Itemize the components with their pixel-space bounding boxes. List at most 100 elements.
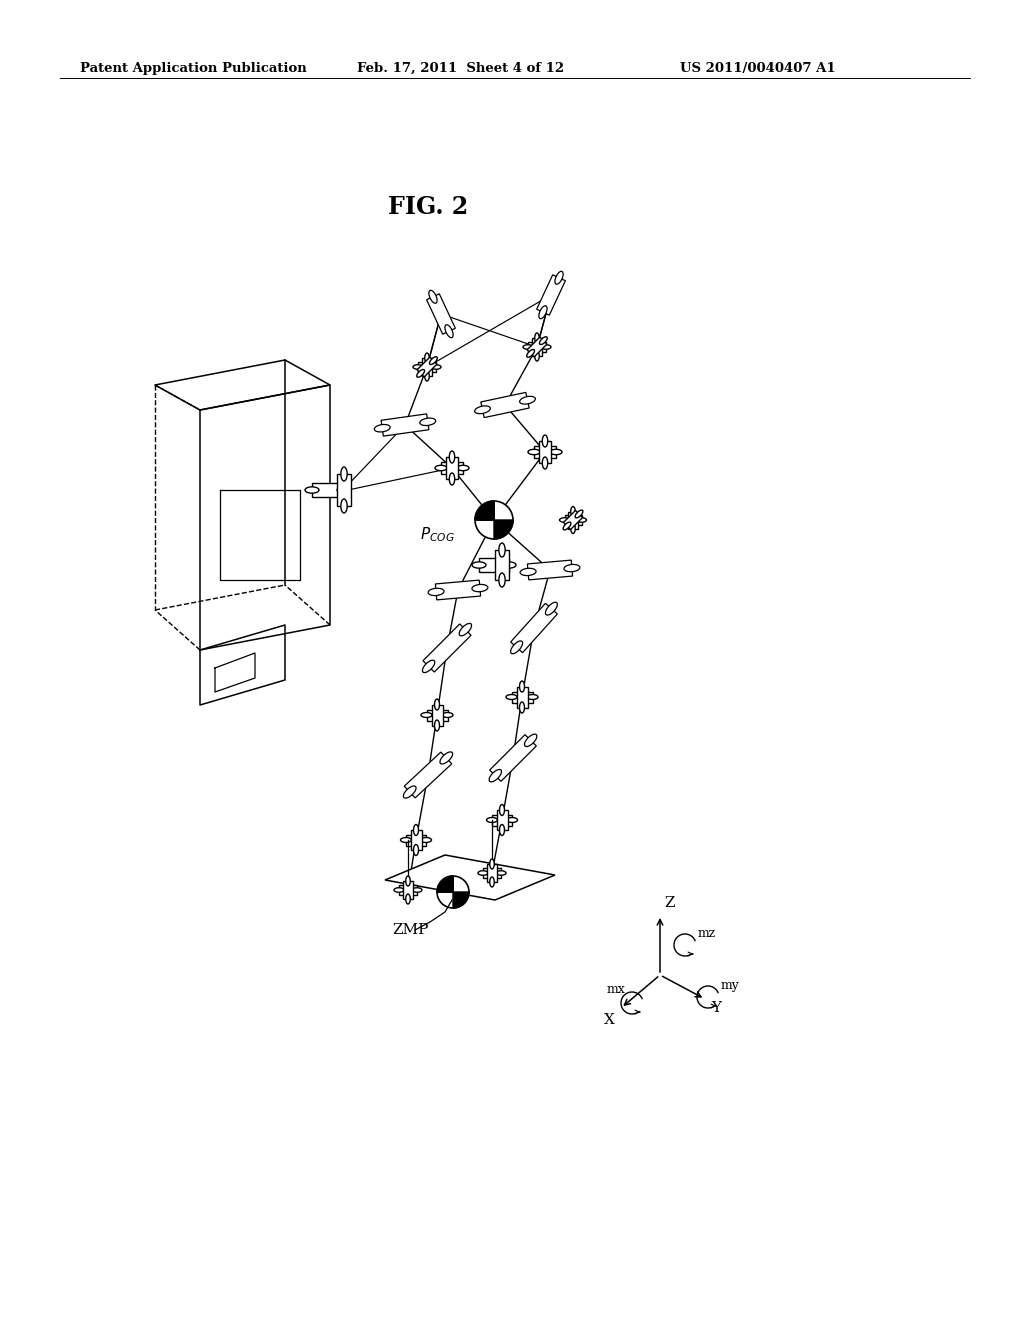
Text: mz: mz xyxy=(698,927,716,940)
Ellipse shape xyxy=(375,425,390,432)
Polygon shape xyxy=(487,865,497,882)
Ellipse shape xyxy=(425,371,429,381)
Ellipse shape xyxy=(341,499,347,513)
Ellipse shape xyxy=(543,436,548,447)
Ellipse shape xyxy=(540,337,547,345)
Ellipse shape xyxy=(450,451,455,463)
Ellipse shape xyxy=(337,487,351,494)
Polygon shape xyxy=(399,884,417,895)
Polygon shape xyxy=(381,414,429,436)
Polygon shape xyxy=(423,624,471,672)
Ellipse shape xyxy=(341,467,347,480)
Ellipse shape xyxy=(440,752,453,764)
Ellipse shape xyxy=(550,449,562,454)
Polygon shape xyxy=(537,275,565,315)
Ellipse shape xyxy=(489,859,495,869)
Text: mx: mx xyxy=(607,983,626,997)
Text: $\mathit{P}_{COG}$: $\mathit{P}_{COG}$ xyxy=(420,525,455,544)
Ellipse shape xyxy=(500,825,505,836)
Ellipse shape xyxy=(421,713,432,718)
Ellipse shape xyxy=(423,660,435,673)
Polygon shape xyxy=(563,511,583,529)
Polygon shape xyxy=(337,474,351,506)
Polygon shape xyxy=(527,560,572,579)
Polygon shape xyxy=(489,735,537,781)
Ellipse shape xyxy=(506,694,517,700)
Ellipse shape xyxy=(475,405,490,413)
Polygon shape xyxy=(427,710,447,721)
Ellipse shape xyxy=(414,845,419,855)
Ellipse shape xyxy=(420,418,436,425)
Polygon shape xyxy=(483,869,501,878)
Ellipse shape xyxy=(472,562,486,568)
Ellipse shape xyxy=(546,602,557,615)
Ellipse shape xyxy=(539,306,547,318)
Polygon shape xyxy=(481,392,529,417)
Ellipse shape xyxy=(457,465,469,471)
Polygon shape xyxy=(495,550,509,579)
Ellipse shape xyxy=(507,817,517,822)
Polygon shape xyxy=(516,686,527,708)
Circle shape xyxy=(437,876,469,908)
Ellipse shape xyxy=(519,681,524,692)
Ellipse shape xyxy=(535,351,540,360)
Polygon shape xyxy=(497,810,508,830)
Polygon shape xyxy=(403,880,413,899)
Polygon shape xyxy=(512,692,532,702)
Ellipse shape xyxy=(425,352,429,363)
Ellipse shape xyxy=(489,876,495,887)
Ellipse shape xyxy=(570,507,575,516)
Polygon shape xyxy=(511,603,557,652)
Ellipse shape xyxy=(528,449,540,454)
Polygon shape xyxy=(422,358,432,376)
Polygon shape xyxy=(479,558,509,572)
Ellipse shape xyxy=(575,510,583,517)
Ellipse shape xyxy=(502,562,516,568)
Ellipse shape xyxy=(444,325,454,338)
Polygon shape xyxy=(435,579,480,599)
Ellipse shape xyxy=(428,589,444,595)
Ellipse shape xyxy=(524,734,537,747)
Ellipse shape xyxy=(527,694,538,700)
Ellipse shape xyxy=(305,487,319,494)
Ellipse shape xyxy=(486,817,498,822)
Ellipse shape xyxy=(472,585,487,591)
Polygon shape xyxy=(528,342,546,352)
Polygon shape xyxy=(427,294,456,334)
Ellipse shape xyxy=(570,524,575,533)
Polygon shape xyxy=(312,483,344,498)
Polygon shape xyxy=(568,511,578,528)
Ellipse shape xyxy=(406,894,411,904)
Ellipse shape xyxy=(520,569,536,576)
Text: FIG. 2: FIG. 2 xyxy=(388,195,468,219)
Polygon shape xyxy=(431,705,442,726)
Ellipse shape xyxy=(564,565,580,572)
Ellipse shape xyxy=(577,517,587,523)
Polygon shape xyxy=(411,830,422,850)
Ellipse shape xyxy=(499,573,505,587)
Ellipse shape xyxy=(434,719,439,731)
Ellipse shape xyxy=(429,290,437,304)
Polygon shape xyxy=(437,876,453,892)
Ellipse shape xyxy=(559,517,569,523)
Polygon shape xyxy=(475,502,494,520)
Ellipse shape xyxy=(400,837,412,842)
Ellipse shape xyxy=(421,837,431,842)
Polygon shape xyxy=(404,752,452,797)
Ellipse shape xyxy=(535,333,540,343)
Text: US 2011/0040407 A1: US 2011/0040407 A1 xyxy=(680,62,836,75)
Ellipse shape xyxy=(489,770,502,781)
Ellipse shape xyxy=(543,457,548,469)
Polygon shape xyxy=(453,892,469,908)
Ellipse shape xyxy=(431,364,441,370)
Ellipse shape xyxy=(414,825,419,836)
Polygon shape xyxy=(527,337,547,356)
Ellipse shape xyxy=(417,370,425,378)
Polygon shape xyxy=(446,457,458,479)
Ellipse shape xyxy=(496,871,506,875)
Text: Feb. 17, 2011  Sheet 4 of 12: Feb. 17, 2011 Sheet 4 of 12 xyxy=(357,62,564,75)
Ellipse shape xyxy=(434,700,439,710)
Text: ZMP: ZMP xyxy=(392,923,428,937)
Ellipse shape xyxy=(412,888,422,892)
Polygon shape xyxy=(494,520,513,539)
